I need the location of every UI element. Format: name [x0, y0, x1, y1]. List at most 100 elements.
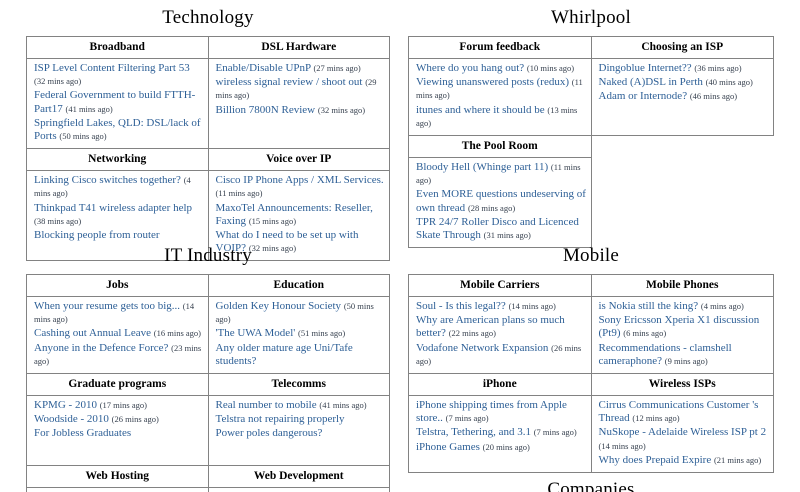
- thread-link[interactable]: Billion 7800N Review: [215, 103, 316, 116]
- thread-link[interactable]: Cisco IP Phone Apps / XML Services.: [215, 174, 384, 187]
- forum-header-the-pool-room[interactable]: The Pool Room: [408, 135, 592, 159]
- thread-link[interactable]: Dingoblue Internet??: [598, 62, 692, 74]
- thread-link[interactable]: Recommendations - clamshell cameraphone?: [598, 341, 732, 367]
- category-block-whirlpool: Whirlpool Forum feedback Choosing an ISP Wh…: [408, 5, 774, 249]
- thread-link[interactable]: Why are American plans so much better?: [416, 314, 565, 340]
- thread-item: Power poles dangerous?: [216, 427, 386, 440]
- thread-time: (14 mins ago): [34, 301, 195, 325]
- thread-item: Viewing unanswered posts (redux) (11 min…: [416, 76, 587, 102]
- thread-link[interactable]: Woodside - 2010: [34, 413, 109, 426]
- category-heading-companies: Companies: [547, 479, 635, 492]
- thread-link[interactable]: Enable/Disable UPnP: [215, 62, 311, 74]
- thread-link[interactable]: Golden Key Honour Society: [215, 300, 342, 312]
- thread-link[interactable]: Thinkpad T41 wireless adapter help: [34, 201, 193, 214]
- forum-header-forum-feedback[interactable]: Forum feedback: [408, 36, 592, 59]
- thread-time: (38 mins ago): [34, 215, 82, 226]
- thread-link[interactable]: KPMG - 2010: [34, 399, 97, 412]
- thread-time: (41 mins ago): [65, 103, 113, 114]
- thread-link[interactable]: MaxoTel Announcements: Reseller, Faxing: [215, 201, 373, 227]
- thread-link[interactable]: Linking Cisco switches together?: [34, 174, 181, 187]
- thread-link[interactable]: ISP Level Content Filtering Part 53: [34, 62, 190, 74]
- thread-link[interactable]: Any older mature age Uni/Tafe students?: [215, 341, 353, 367]
- forum-header-web-development[interactable]: Web Development: [207, 465, 390, 489]
- thread-link[interactable]: itunes and where it should be: [416, 103, 545, 116]
- thread-item: MaxoTel Announcements: Reseller, Faxing …: [216, 202, 386, 228]
- thread-link[interactable]: TPR 24/7 Roller Disco and Licenced Skate…: [416, 215, 579, 242]
- thread-link[interactable]: iPhone shipping times from Apple store..: [416, 399, 567, 425]
- thread-link[interactable]: For Jobless Graduates: [34, 427, 132, 440]
- thread-item: Even MORE questions undeserving of own t…: [416, 188, 587, 214]
- forum-header-mobile-phones[interactable]: Mobile Phones: [590, 274, 774, 297]
- thread-time: (11 mins ago): [215, 188, 263, 199]
- forum-header-wireless-isps[interactable]: Wireless ISPs: [590, 373, 774, 397]
- thread-time: (46 mins ago): [689, 91, 738, 102]
- thread-link[interactable]: Cashing out Annual Leave: [34, 327, 152, 340]
- forum-header-dsl-hardware[interactable]: DSL Hardware: [207, 36, 390, 59]
- forum-header-networking[interactable]: Networking: [26, 148, 209, 172]
- forum-cell-mobile-carriers: Soul - Is this legal?? (14 mins ago) Why …: [408, 295, 592, 375]
- thread-link[interactable]: Where do you hang out?: [416, 62, 525, 74]
- thread-link[interactable]: What do I need to be set up with VOIP?: [215, 229, 359, 255]
- forum-header-telecomms[interactable]: Telecomms: [207, 373, 390, 397]
- thread-link[interactable]: Springfield Lakes, QLD: DSL/lack of Port…: [34, 116, 201, 143]
- forum-header-choosing-an-isp[interactable]: Choosing an ISP: [590, 36, 774, 59]
- thread-time: (23 mins ago): [34, 342, 202, 366]
- thread-link[interactable]: iPhone Games: [416, 440, 480, 453]
- thread-time: (4 mins ago): [34, 175, 191, 199]
- thread-link[interactable]: Bloody Hell (Whinge part 11): [416, 161, 549, 174]
- forum-header-broadband[interactable]: Broadband: [26, 36, 209, 59]
- forum-header-mobile-carriers[interactable]: Mobile Carriers: [408, 274, 592, 297]
- thread-link[interactable]: Telstra, Tethering, and 3.1: [416, 426, 531, 439]
- thread-item: Soul - Is this legal?? (14 mins ago): [416, 300, 587, 313]
- forum-cell-wireless-isps: Cirrus Communications Customer 's Thread…: [590, 395, 774, 474]
- forum-header-graduate-programs[interactable]: Graduate programs: [26, 373, 209, 397]
- forum-header-voice-over-ip[interactable]: Voice over IP: [207, 148, 390, 172]
- thread-time: (26 mins ago): [111, 414, 159, 425]
- thread-item: Real number to mobile (41 mins ago): [216, 399, 386, 412]
- thread-link[interactable]: Viewing unanswered posts (redux): [416, 76, 569, 89]
- thread-link[interactable]: Naked (A)DSL in Perth: [598, 76, 703, 89]
- forum-cell-telecomms: Real number to mobile (41 mins ago) Telst…: [207, 395, 390, 467]
- thread-item: Anyone in the Defence Force? (23 mins ag…: [34, 342, 204, 368]
- thread-link[interactable]: Why does Prepaid Expire: [598, 453, 712, 466]
- thread-link[interactable]: Cirrus Communications Customer 's Thread: [598, 399, 759, 425]
- thread-link[interactable]: Even MORE questions undeserving of own t…: [416, 188, 586, 214]
- thread-item: Billion 7800N Review (32 mins ago): [216, 104, 386, 117]
- forum-cell-dsl-hardware: Enable/Disable UPnP (27 mins ago) wireles…: [207, 57, 390, 150]
- category-heading-whirlpool: Whirlpool: [551, 7, 631, 28]
- thread-link[interactable]: wireless signal review / shoot out: [215, 76, 363, 89]
- thread-item: Naked (A)DSL in Perth (40 mins ago): [599, 76, 770, 89]
- thread-time: (27 mins ago): [313, 63, 361, 73]
- thread-link[interactable]: When your resume gets too big...: [34, 300, 181, 312]
- forum-header-education[interactable]: Education: [207, 274, 390, 297]
- thread-time: (32 mins ago): [34, 76, 82, 87]
- thread-link[interactable]: Anyone in the Defence Force?: [34, 341, 169, 354]
- forum-header-web-hosting[interactable]: Web Hosting: [26, 465, 209, 489]
- thread-item: wireless signal review / shoot out (29 m…: [216, 76, 386, 102]
- thread-link[interactable]: Real number to mobile: [215, 399, 317, 412]
- thread-link[interactable]: Vodafone Network Expansion: [416, 341, 549, 354]
- forum-header-iphone[interactable]: iPhone: [408, 373, 592, 397]
- thread-link[interactable]: Sony Ericsson Xperia X1 discussion (Pt9): [598, 314, 760, 340]
- category-heading-technology: Technology: [162, 7, 254, 28]
- thread-link[interactable]: Power poles dangerous?: [215, 427, 323, 440]
- thread-link[interactable]: Federal Government to build FTTH-Part17: [34, 89, 196, 115]
- thread-link[interactable]: 'The UWA Model': [215, 327, 296, 340]
- thread-item: 'The UWA Model' (51 mins ago): [216, 327, 386, 340]
- thread-link[interactable]: is Nokia still the king?: [598, 300, 699, 312]
- thread-time: (50 mins ago): [215, 301, 374, 325]
- thread-link[interactable]: NuSkope - Adelaide Wireless ISP pt 2: [598, 426, 767, 439]
- thread-time: (22 mins ago): [448, 328, 496, 339]
- thread-link[interactable]: Soul - Is this legal??: [416, 300, 506, 312]
- forum-header-jobs[interactable]: Jobs: [26, 274, 209, 297]
- thread-item: iPhone shipping times from Apple store..…: [416, 399, 587, 425]
- thread-time: (41 mins ago): [319, 400, 367, 411]
- thread-link[interactable]: Telstra not repairing properly: [215, 413, 345, 426]
- thread-link[interactable]: Adam or Internode?: [598, 90, 688, 103]
- thread-item: Golden Key Honour Society (50 mins ago): [216, 300, 386, 326]
- thread-link[interactable]: Blocking people from router: [34, 229, 160, 242]
- thread-time: (14 mins ago): [508, 301, 556, 311]
- forum-cell-the-pool-room: Bloody Hell (Whinge part 11) (11 mins ag…: [408, 157, 592, 249]
- thread-time: (32 mins ago): [248, 243, 297, 254]
